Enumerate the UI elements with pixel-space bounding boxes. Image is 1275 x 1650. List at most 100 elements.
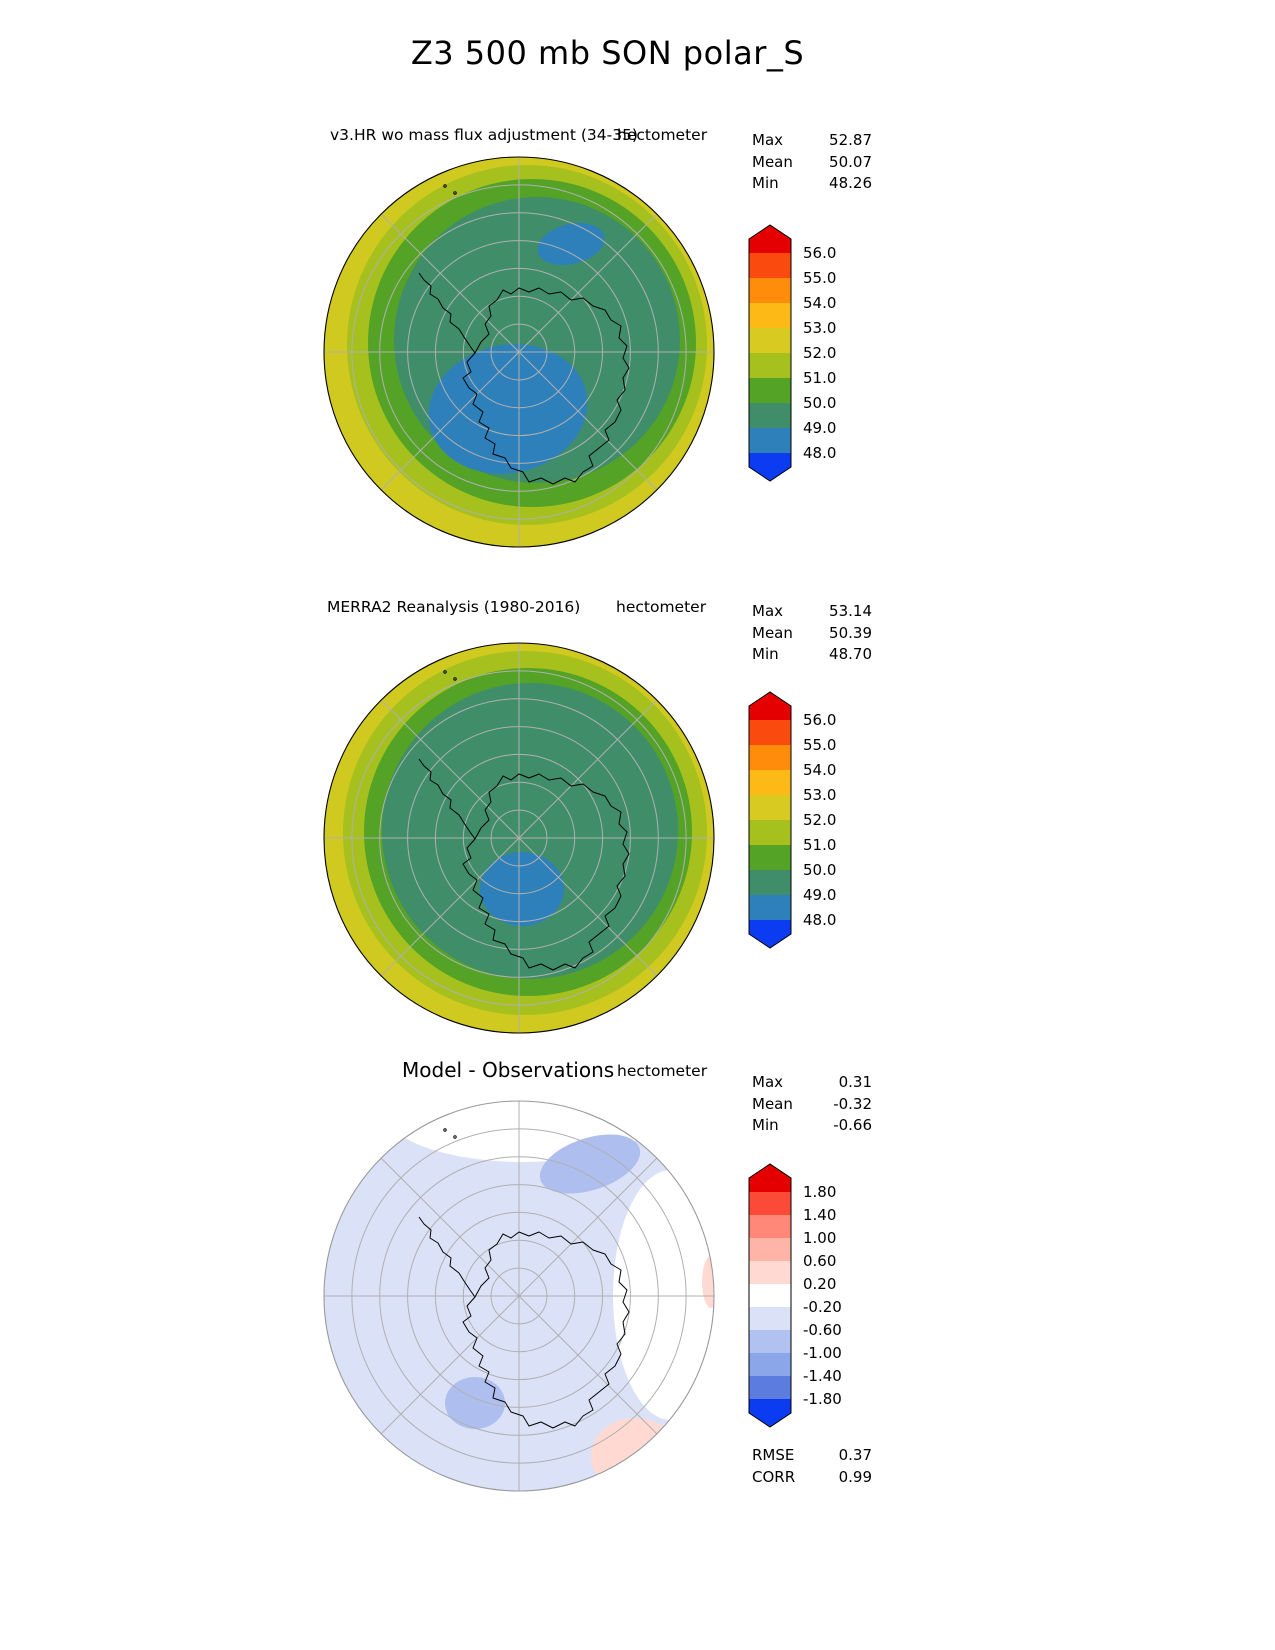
graticule [323, 1100, 715, 1492]
colorbar-segment [749, 795, 791, 821]
panel2-units-label: hectometer [616, 598, 707, 616]
diff-band-near-zero-right [613, 1170, 714, 1420]
colorbar-tick-label: 54.0 [803, 294, 836, 312]
colorbar-tick-label: 1.80 [803, 1183, 836, 1201]
stat-value: -0.66 [833, 1116, 872, 1134]
stat-row-max: Max 0.31 [752, 1072, 872, 1094]
stat-value: 48.26 [829, 174, 872, 192]
panel3-units-label: hectometer [617, 1062, 708, 1080]
map-boundary [323, 642, 715, 1034]
stat-value: 50.39 [829, 623, 872, 642]
colorbar-segment [749, 1353, 791, 1377]
colorbar-merra2: 56.0 55.0 54.0 53.0 52.0 51.0 50.0 49.0 48.0 [748, 691, 836, 949]
colorbar-tick-label: 49.0 [803, 886, 836, 904]
colorbar-model: 56.0 55.0 54.0 53.0 52.0 51.0 50.0 49.0 48.0 [748, 224, 836, 482]
colorbar-tick-label: 52.0 [803, 811, 836, 829]
stat-row-corr: CORR 0.99 [752, 1467, 872, 1489]
colorbar-segment [749, 1215, 791, 1239]
colorbar-segment [749, 845, 791, 871]
colorbar-tick-label: 56.0 [803, 244, 836, 262]
colorbar-tick-label: 55.0 [803, 269, 836, 287]
colorbar-tick-label: 48.0 [803, 911, 836, 929]
contour-low-48-49-center [428, 344, 588, 474]
colorbar-tick-label: -1.00 [803, 1344, 842, 1362]
colorbar-segment [749, 1330, 791, 1354]
colorbar-segment [749, 720, 791, 746]
colorbar-difference: 1.80 1.40 1.00 0.60 0.20 -0.20 -0.60 -1.00 -1.40… [748, 1163, 842, 1428]
colorbar-segment [749, 1284, 791, 1308]
diff-high-right-edge [702, 1256, 714, 1308]
graticule [323, 642, 715, 1034]
colorbar-segment [749, 745, 791, 771]
polar-map-model [323, 156, 715, 548]
panel1-units-label: hectometer [617, 126, 708, 144]
stat-label: Min [752, 174, 779, 192]
colorbar-segment [749, 1376, 791, 1400]
colorbar-segment [749, 428, 791, 454]
colorbar-tick-label: 50.0 [803, 394, 836, 412]
panel3-title: Model - Observations [402, 1058, 615, 1082]
stat-value: -0.32 [833, 1094, 872, 1113]
stat-row-min: Min 48.26 [752, 173, 872, 195]
colorbar-segment [749, 278, 791, 304]
colorbar-tick-label: 1.00 [803, 1229, 836, 1247]
panel3-stats-block: Max 0.31 Mean -0.32 Min -0.66 [752, 1072, 872, 1137]
stat-row-min: Min -0.66 [752, 1115, 872, 1137]
colorbar-outline [748, 691, 792, 949]
colorbar-tick-label: -1.40 [803, 1367, 842, 1385]
stat-label: CORR [752, 1467, 796, 1486]
diff-low-bottom [445, 1377, 505, 1429]
diff-low-top-right [539, 1134, 641, 1194]
colorbar-segment [749, 895, 791, 921]
colorbar-segment [749, 328, 791, 354]
stat-value: 0.99 [838, 1467, 872, 1486]
stat-value: 0.37 [838, 1446, 872, 1464]
colorbar-tick-label: 48.0 [803, 444, 836, 462]
page-title: Z3 500 mb SON polar_S [410, 34, 805, 72]
map-boundary [323, 156, 715, 548]
diff-high-bottom-right [591, 1418, 679, 1491]
colorbar-segment [749, 1261, 791, 1285]
stat-label: Max [752, 131, 784, 149]
colorbar-tick-label: 0.20 [803, 1275, 836, 1293]
colorbar-extend-top [749, 1164, 791, 1192]
colorbar-extend-top [749, 225, 791, 253]
colorbar-segment [749, 253, 791, 279]
colorbar-segment [749, 378, 791, 404]
colorbar-segment [749, 1307, 791, 1331]
colorbar-tick-label: 50.0 [803, 861, 836, 879]
colorbar-segment [749, 353, 791, 379]
contour-band-49-50 [382, 683, 678, 979]
panel1-title: v3.HR wo mass flux adjustment (34-35) [330, 126, 638, 144]
colorbar-tick-label: -0.20 [803, 1298, 842, 1316]
panel2-title: MERRA2 Reanalysis (1980-2016) [327, 598, 581, 616]
colorbar-segment [749, 403, 791, 429]
panel1-stats-block: Max 52.87 Mean 50.07 Min 48.26 [752, 130, 872, 195]
stat-value: 50.07 [829, 152, 872, 171]
polar-map-difference [323, 1100, 715, 1492]
colorbar-tick-label: 54.0 [803, 761, 836, 779]
colorbar-tick-label: 49.0 [803, 419, 836, 437]
stat-row-rmse: RMSE 0.37 [752, 1445, 872, 1467]
stat-row-min: Min 48.70 [752, 644, 872, 666]
stat-label: Min [752, 1116, 779, 1134]
stat-row-max: Max 53.14 [752, 601, 872, 623]
stat-label: Max [752, 1073, 784, 1091]
stat-row-mean: Mean -0.32 [752, 1094, 872, 1116]
colorbar-segment [749, 820, 791, 846]
colorbar-tick-label: 1.40 [803, 1206, 836, 1224]
map-boundary [323, 1100, 715, 1492]
diff-band-near-zero-top [383, 1101, 663, 1162]
panel2-stats-block: Max 53.14 Mean 50.39 Min 48.70 [752, 601, 872, 666]
stat-label: Mean [752, 623, 793, 642]
contour-low-48-49-north [537, 222, 605, 266]
colorbar-segment [749, 1192, 791, 1216]
contour-low-48-49 [480, 852, 564, 926]
colorbar-outline [748, 1163, 792, 1428]
stat-label: Mean [752, 152, 793, 171]
stat-value: 52.87 [829, 131, 872, 149]
colorbar-extend-bottom [749, 920, 791, 948]
colorbar-segment [749, 303, 791, 329]
colorbar-tick-label: 0.60 [803, 1252, 836, 1270]
colorbar-tick-label: 52.0 [803, 344, 836, 362]
